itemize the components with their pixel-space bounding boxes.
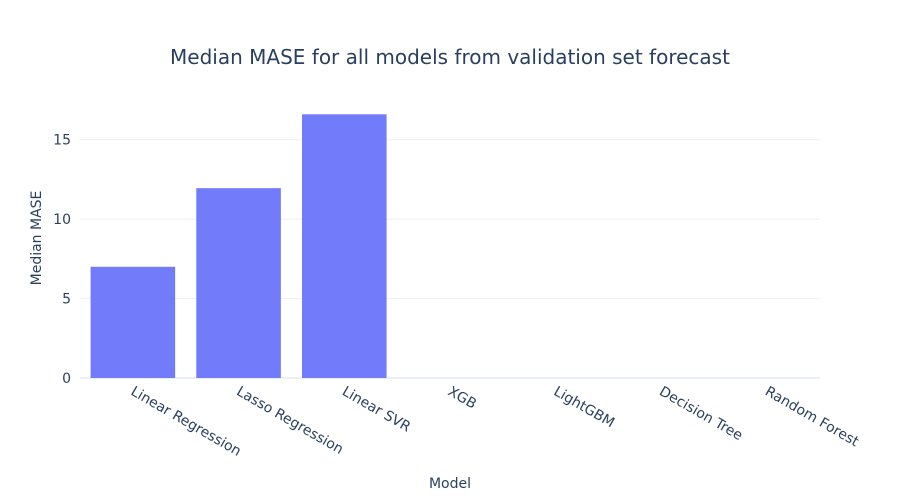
x-tick-label: Random Forest (762, 384, 862, 451)
y-tick-label: 0 (62, 371, 71, 387)
gridlines (80, 139, 820, 379)
x-tick-label: Linear SVR (339, 384, 413, 436)
y-tick-label: 15 (53, 133, 71, 149)
x-tick-label: XGB (445, 384, 479, 413)
x-tick-label: Lasso Regression (234, 384, 346, 458)
bar (90, 266, 176, 378)
x-axis-title: Model (429, 476, 471, 492)
y-tick-label: 10 (53, 212, 71, 228)
chart-title: Median MASE for all models from validati… (170, 45, 730, 69)
y-axis-ticks: 0 5 10 15 (53, 133, 71, 387)
x-tick-label: LightGBM (551, 384, 617, 432)
bar (302, 114, 387, 378)
bar (196, 188, 281, 378)
y-axis-title: Median MASE (29, 191, 45, 286)
x-tick-label: Decision Tree (656, 384, 745, 444)
bars (90, 114, 387, 378)
y-tick-label: 5 (62, 292, 71, 308)
x-tick-label: Linear Regression (128, 384, 244, 460)
